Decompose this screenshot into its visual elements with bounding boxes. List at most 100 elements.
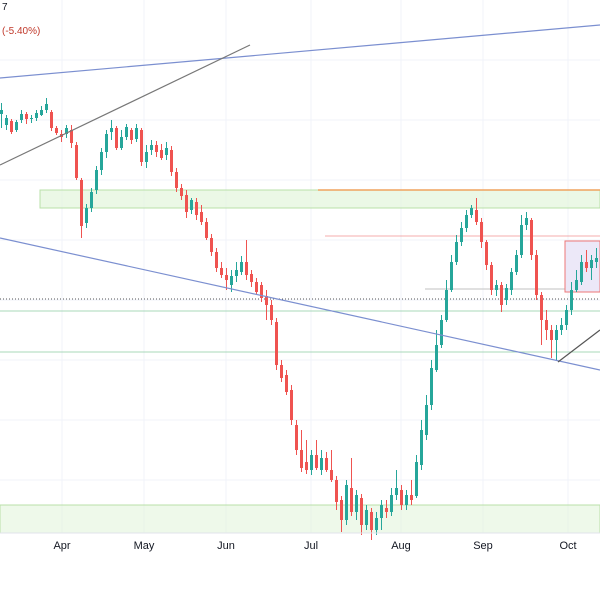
candle-25 bbox=[125, 124, 128, 140]
candle-60 bbox=[300, 430, 303, 472]
candle-35 bbox=[175, 168, 178, 192]
candle-body-51 bbox=[255, 282, 258, 292]
candle-116 bbox=[580, 255, 583, 285]
candle-body-104 bbox=[520, 225, 523, 255]
candle-body-117 bbox=[585, 262, 588, 268]
candle-45 bbox=[225, 268, 228, 290]
candle-body-86 bbox=[430, 368, 433, 405]
candle-body-71 bbox=[355, 495, 358, 512]
time-axis: Apr May Jun Jul Aug Sep Oct bbox=[53, 540, 576, 552]
candle-72 bbox=[360, 494, 363, 535]
candle-body-106 bbox=[530, 220, 533, 255]
candle-41 bbox=[205, 218, 208, 240]
candle-body-68 bbox=[340, 500, 343, 520]
candle-body-35 bbox=[175, 172, 178, 188]
candle-body-94 bbox=[470, 208, 473, 215]
candle-body-36 bbox=[180, 188, 183, 196]
candle-body-55 bbox=[275, 322, 278, 365]
candle-body-80 bbox=[400, 490, 403, 505]
candle-27 bbox=[135, 124, 138, 142]
candle-body-46 bbox=[230, 276, 233, 285]
candle-body-95 bbox=[475, 210, 478, 222]
candle-38 bbox=[190, 198, 193, 214]
candle-68 bbox=[340, 496, 343, 532]
candle-body-112 bbox=[560, 325, 563, 330]
candle-4 bbox=[20, 110, 23, 123]
candle-26 bbox=[130, 128, 133, 144]
header-glyph: 7 bbox=[2, 2, 8, 13]
candle-61 bbox=[305, 440, 308, 474]
candle-11 bbox=[55, 126, 58, 135]
candle-89 bbox=[445, 280, 448, 322]
candle-body-84 bbox=[420, 430, 423, 465]
upper-channel-line bbox=[0, 24, 600, 79]
candle-19 bbox=[95, 166, 98, 194]
candle-body-19 bbox=[95, 170, 98, 190]
candle-body-8 bbox=[40, 110, 43, 115]
candle-body-34 bbox=[170, 150, 173, 172]
candle-body-56 bbox=[280, 365, 283, 378]
candle-95 bbox=[475, 198, 478, 225]
candle-82 bbox=[410, 480, 413, 505]
candle-28 bbox=[140, 128, 143, 166]
candle-42 bbox=[210, 234, 213, 256]
candle-body-48 bbox=[240, 262, 243, 272]
candle-57 bbox=[285, 370, 288, 395]
candle-body-18 bbox=[90, 192, 93, 208]
candle-body-81 bbox=[405, 495, 408, 505]
candle-53 bbox=[265, 290, 268, 320]
candle-body-72 bbox=[360, 498, 363, 525]
candle-23 bbox=[115, 126, 118, 150]
candle-29 bbox=[145, 145, 148, 168]
candle-body-3 bbox=[15, 122, 18, 130]
candle-body-27 bbox=[135, 128, 138, 139]
price-change-label: (-5.40%) bbox=[2, 26, 40, 37]
bottom-support-zone bbox=[0, 504, 600, 534]
candle-body-92 bbox=[460, 228, 463, 242]
candle-body-32 bbox=[160, 150, 163, 158]
candle-71 bbox=[355, 490, 358, 520]
candle-body-82 bbox=[410, 495, 413, 500]
candle-body-11 bbox=[55, 128, 58, 133]
candle-21 bbox=[105, 130, 108, 158]
candle-47 bbox=[235, 262, 238, 282]
candle-64 bbox=[320, 450, 323, 475]
candle-113 bbox=[565, 305, 568, 330]
candle-37 bbox=[185, 190, 188, 218]
candle-14 bbox=[70, 125, 73, 148]
candle-body-83 bbox=[415, 462, 418, 496]
candle-body-14 bbox=[70, 130, 73, 143]
x-tick-label-5: Sep bbox=[473, 540, 493, 552]
candle-body-96 bbox=[480, 222, 483, 242]
candle-103 bbox=[515, 250, 518, 275]
candle-body-118 bbox=[590, 260, 593, 268]
candle-body-16 bbox=[80, 180, 83, 226]
candle-117 bbox=[585, 250, 588, 272]
candle-body-47 bbox=[235, 270, 238, 276]
candle-84 bbox=[420, 420, 423, 470]
candle-0 bbox=[0, 103, 3, 128]
candle-52 bbox=[260, 282, 263, 302]
candle-body-66 bbox=[330, 470, 333, 480]
x-tick-label-2: Jun bbox=[217, 540, 235, 552]
candle-body-101 bbox=[505, 288, 508, 300]
candle-body-102 bbox=[510, 272, 513, 290]
candle-108 bbox=[540, 292, 543, 345]
candle-54 bbox=[270, 300, 273, 325]
candle-body-9 bbox=[45, 104, 48, 110]
candle-body-105 bbox=[525, 218, 528, 225]
candle-5 bbox=[25, 112, 28, 124]
candle-body-17 bbox=[85, 208, 88, 223]
candle-62 bbox=[310, 450, 313, 475]
candle-91 bbox=[455, 235, 458, 265]
candle-body-6 bbox=[30, 118, 33, 119]
candle-body-30 bbox=[150, 145, 153, 150]
candle-body-109 bbox=[545, 320, 548, 330]
candle-34 bbox=[170, 146, 173, 176]
chart-drawings bbox=[0, 189, 600, 534]
candle-16 bbox=[80, 178, 83, 238]
candle-body-89 bbox=[445, 290, 448, 320]
candle-63 bbox=[315, 440, 318, 470]
candle-107 bbox=[535, 250, 538, 300]
